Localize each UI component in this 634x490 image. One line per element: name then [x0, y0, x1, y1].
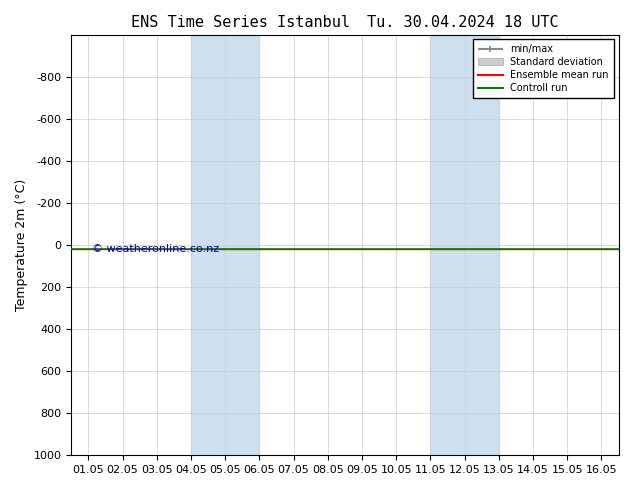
Text: © weatheronline.co.nz: © weatheronline.co.nz: [92, 244, 219, 254]
Legend: min/max, Standard deviation, Ensemble mean run, Controll run: min/max, Standard deviation, Ensemble me…: [474, 40, 614, 98]
Y-axis label: Temperature 2m (°C): Temperature 2m (°C): [15, 179, 28, 311]
Bar: [191, 35, 259, 455]
Text: ENS Time Series Istanbul: ENS Time Series Istanbul: [131, 15, 351, 30]
Bar: [430, 35, 499, 455]
Text: Tu. 30.04.2024 18 UTC: Tu. 30.04.2024 18 UTC: [367, 15, 559, 30]
